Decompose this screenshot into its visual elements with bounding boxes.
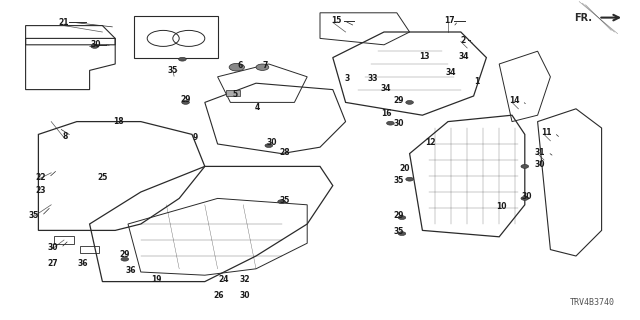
Circle shape	[278, 200, 285, 204]
Text: 29: 29	[120, 250, 130, 259]
Text: 30: 30	[267, 138, 277, 147]
Text: 14: 14	[509, 96, 519, 105]
Text: 6: 6	[237, 61, 243, 70]
Text: 31: 31	[534, 148, 545, 156]
Text: 33: 33	[368, 74, 378, 83]
Text: 3: 3	[345, 74, 350, 83]
Circle shape	[387, 121, 394, 125]
Text: 30: 30	[47, 244, 58, 252]
Circle shape	[406, 177, 413, 181]
Text: 17: 17	[445, 16, 455, 25]
Text: 2: 2	[461, 36, 466, 44]
Circle shape	[265, 144, 273, 148]
Text: 23: 23	[35, 186, 45, 195]
Text: 4: 4	[255, 103, 260, 112]
Text: 20: 20	[400, 164, 410, 172]
Circle shape	[406, 100, 413, 104]
Text: 36: 36	[126, 266, 136, 275]
Text: 24: 24	[219, 276, 229, 284]
Text: 35: 35	[394, 176, 404, 185]
Text: 26: 26	[214, 292, 224, 300]
Text: 22: 22	[35, 173, 45, 182]
Circle shape	[256, 64, 269, 70]
Circle shape	[182, 100, 189, 104]
Text: 25: 25	[97, 173, 108, 182]
Text: 30: 30	[91, 40, 101, 49]
Text: 29: 29	[180, 95, 191, 104]
Circle shape	[398, 216, 406, 220]
FancyBboxPatch shape	[226, 90, 240, 96]
Text: 35: 35	[280, 196, 290, 204]
Text: 30: 30	[394, 119, 404, 128]
Text: 21: 21	[59, 18, 69, 27]
Circle shape	[121, 257, 129, 261]
Text: 5: 5	[232, 90, 237, 99]
Text: 35: 35	[168, 66, 178, 75]
Circle shape	[398, 232, 406, 236]
Text: 28: 28	[280, 148, 290, 156]
Text: TRV4B3740: TRV4B3740	[570, 298, 614, 307]
Text: 7: 7	[263, 61, 268, 70]
Text: 16: 16	[381, 109, 391, 118]
Circle shape	[91, 44, 99, 48]
Text: 35: 35	[28, 212, 38, 220]
Text: 19: 19	[152, 276, 162, 284]
Text: 12: 12	[426, 138, 436, 147]
Text: 30: 30	[239, 292, 250, 300]
Text: 30: 30	[534, 160, 545, 169]
Text: 36: 36	[78, 260, 88, 268]
Circle shape	[229, 63, 244, 71]
Text: 32: 32	[239, 276, 250, 284]
Text: 10: 10	[496, 202, 506, 211]
Text: 1: 1	[474, 77, 479, 86]
Text: 27: 27	[47, 260, 58, 268]
Text: 29: 29	[394, 96, 404, 105]
Text: 9: 9	[193, 133, 198, 142]
Text: 13: 13	[419, 52, 429, 60]
Text: 15: 15	[331, 16, 341, 25]
Circle shape	[179, 57, 186, 61]
Text: FR.: FR.	[574, 12, 592, 23]
Text: 34: 34	[458, 52, 468, 60]
Text: 11: 11	[541, 128, 551, 137]
Text: 18: 18	[113, 117, 124, 126]
Text: 30: 30	[522, 192, 532, 201]
Circle shape	[521, 196, 529, 200]
Text: 35: 35	[394, 228, 404, 236]
Text: 8: 8	[63, 132, 68, 140]
Text: 29: 29	[394, 212, 404, 220]
Text: 34: 34	[445, 68, 456, 76]
Text: 34: 34	[381, 84, 391, 92]
Circle shape	[521, 164, 529, 168]
